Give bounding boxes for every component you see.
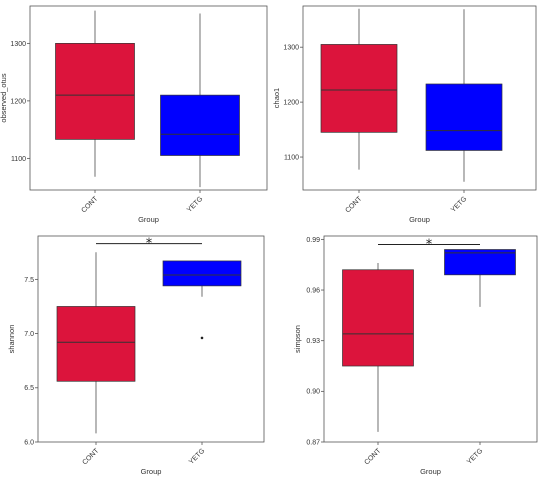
x-tick-label: YETG bbox=[188, 447, 206, 465]
y-tick-label: 1300 bbox=[10, 41, 26, 48]
y-tick-label: 1100 bbox=[284, 154, 299, 161]
panel-border bbox=[37, 235, 265, 443]
x-axis-title: Group bbox=[141, 467, 162, 476]
significance-label: * bbox=[426, 237, 433, 252]
box-cont bbox=[55, 10, 135, 177]
box-iqr bbox=[160, 94, 240, 156]
y-tick-label: 1300 bbox=[283, 45, 299, 52]
y-tick-label: 7.5 bbox=[24, 277, 34, 284]
box-yetg bbox=[444, 249, 516, 307]
box-yetg bbox=[162, 260, 242, 340]
y-tick-label: 7.0 bbox=[24, 331, 34, 338]
y-tick-label: 0.90 bbox=[306, 389, 320, 396]
y-tick-label: 0.93 bbox=[306, 338, 320, 345]
outlier-point bbox=[200, 336, 204, 340]
y-axis-title: shannon bbox=[7, 325, 16, 354]
panel-border bbox=[302, 5, 537, 191]
y-tick-label: 1100 bbox=[11, 156, 26, 163]
box-iqr bbox=[425, 83, 503, 151]
y-axis-title: chao1 bbox=[272, 88, 281, 108]
x-tick-label: YETG bbox=[450, 195, 468, 213]
y-tick-label: 6.5 bbox=[24, 385, 34, 392]
box-iqr bbox=[56, 306, 136, 382]
box-iqr bbox=[55, 43, 135, 140]
x-tick-label: CONT bbox=[344, 195, 363, 214]
panel-1: 1100 1200 1300 observed_otus CONT YETG Group bbox=[0, 5, 268, 224]
x-tick-label: CONT bbox=[81, 447, 100, 466]
box-iqr bbox=[320, 44, 398, 133]
box-iqr bbox=[162, 260, 242, 287]
panel-4: 0.87 0.90 0.93 0.96 0.99 simpson CONT YETG Group… bbox=[293, 235, 538, 476]
x-tick-label: CONT bbox=[80, 195, 99, 214]
y-axis-title: simpson bbox=[293, 325, 302, 353]
y-tick-label: 0.96 bbox=[306, 287, 320, 294]
y-tick-label: 1200 bbox=[283, 100, 299, 107]
x-axis-title: Group bbox=[409, 215, 430, 224]
x-tick-label: YETG bbox=[186, 195, 204, 213]
y-tick-label: 0.99 bbox=[306, 237, 320, 244]
x-tick-label: YETG bbox=[466, 447, 484, 465]
panel-3: 6.0 6.5 7.0 7.5 shannon CONT YETG Group * bbox=[7, 235, 265, 476]
y-tick-label: 1200 bbox=[10, 98, 26, 105]
y-axis-title: observed_otus bbox=[0, 73, 8, 122]
panel-border bbox=[29, 5, 268, 191]
box-cont bbox=[320, 8, 398, 170]
box-cont bbox=[342, 263, 414, 432]
y-tick-label: 6.0 bbox=[24, 439, 34, 446]
significance-label: * bbox=[146, 237, 153, 252]
x-tick-label: CONT bbox=[363, 447, 382, 466]
x-axis-title: Group bbox=[138, 215, 159, 224]
box-iqr bbox=[444, 249, 516, 276]
x-axis-title: Group bbox=[420, 467, 441, 476]
y-tick-label: 0.87 bbox=[306, 439, 320, 446]
panel-2: 1100 1200 1300 chao1 CONT YETG Group bbox=[272, 5, 537, 224]
box-yetg bbox=[160, 13, 240, 188]
box-yetg bbox=[425, 9, 503, 182]
box-cont bbox=[56, 252, 136, 434]
box-iqr bbox=[342, 269, 414, 367]
panel-border bbox=[323, 235, 538, 443]
